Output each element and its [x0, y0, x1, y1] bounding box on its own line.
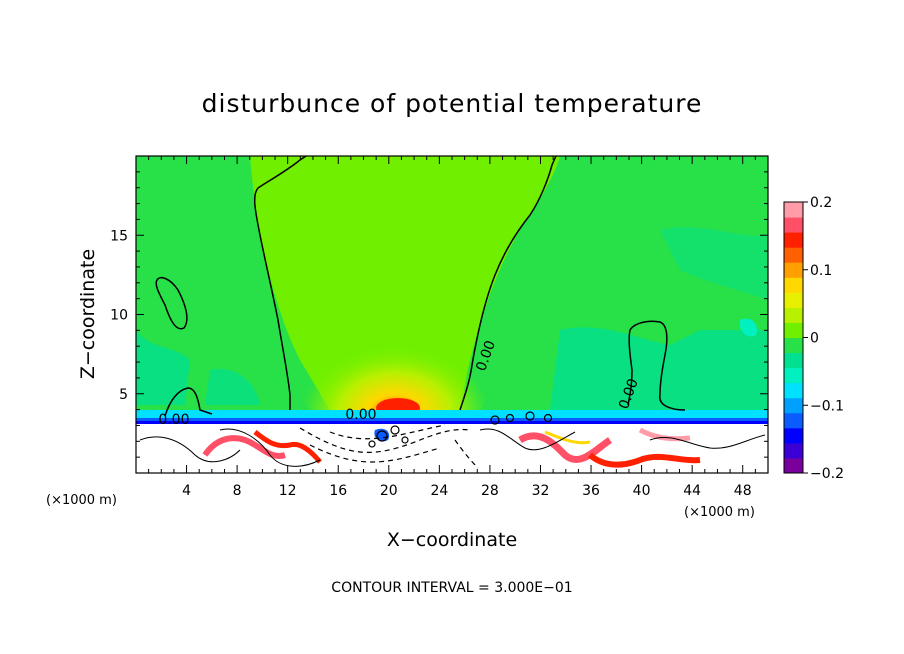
colorbar-swatch [784, 217, 803, 233]
colorbar-swatch [784, 277, 803, 293]
x-tick-label: 36 [582, 483, 600, 499]
chart-title: disturbunce of potential temperature [202, 89, 703, 118]
x-tick-label: 12 [279, 483, 297, 499]
lower-white-region [136, 424, 768, 473]
y-tick-label: 5 [119, 387, 128, 403]
boundary-band-darkblue [136, 421, 768, 424]
colorbar-swatch [784, 457, 803, 474]
x-tick-label: 40 [633, 483, 651, 499]
colorbar-swatch [784, 397, 803, 414]
x-tick-label: 28 [481, 483, 499, 499]
contour-label: 0.00 [158, 412, 189, 428]
boundary-band-cyan [136, 410, 768, 418]
colorbar-tick-label: 0.2 [810, 195, 832, 211]
colorbar-swatch [784, 337, 803, 354]
x-unit-label: (×1000 m) [684, 505, 755, 520]
y-tick-label: 15 [110, 228, 128, 244]
colorbar-swatch [784, 262, 803, 278]
right-cyan-patch [550, 327, 768, 410]
left-cyan-patch [136, 330, 190, 405]
y-axis-ticks: 5 10 15 [110, 171, 768, 458]
boundary-band-blue [136, 418, 768, 423]
contour-lower-dashed-1 [299, 427, 471, 453]
colorbar-swatch [784, 202, 803, 218]
x-tick-label: 16 [329, 483, 347, 499]
contour-left-small [155, 277, 188, 330]
x-tick-label: 20 [380, 483, 398, 499]
colorbar [784, 202, 803, 474]
contour-lower-solid-2 [219, 428, 321, 467]
x-tick-label: 4 [182, 483, 191, 499]
colorbar-tick-label: 0 [810, 331, 819, 347]
x-tick-label: 44 [683, 483, 701, 499]
lower-red-streak-2 [253, 430, 322, 464]
contour-right-plume [627, 320, 686, 411]
colorbar-swatch [784, 247, 803, 263]
lower-red-streak-1 [202, 435, 286, 459]
contour-lower-solid-3 [479, 428, 576, 451]
lower-red-streak-3 [518, 432, 613, 463]
contour-left-bump [164, 387, 213, 417]
colorbar-swatch [784, 412, 803, 429]
right-upper-cyan-patch [660, 227, 768, 300]
colorbar-tick-label: −0.2 [810, 466, 844, 482]
colorbar-swatch [784, 442, 803, 459]
contour-lower-solid-1 [139, 436, 241, 463]
colorbar-swatch [784, 352, 803, 369]
y-tick-label: 10 [110, 308, 128, 324]
colorbar-ticks: 0.2 0.1 0 −0.1 −0.2 [803, 195, 844, 482]
x-tick-label: 32 [532, 483, 550, 499]
contour-cluster-middle [368, 425, 409, 448]
lower-red-streak-4 [588, 452, 701, 468]
contour-label: 0.00 [345, 407, 376, 423]
contour-lower-dashed-4 [454, 439, 479, 469]
colorbar-swatch [784, 322, 803, 338]
contour-lower-solid-4 [649, 434, 766, 449]
colorbar-swatch [784, 427, 803, 444]
x-tick-label: 8 [233, 483, 242, 499]
x-tick-label: 48 [734, 483, 752, 499]
colorbar-swatch [784, 382, 803, 399]
x-axis-ticks: 4 8 12 16 20 24 28 32 36 40 44 48 [148, 156, 756, 499]
x-tick-label: 24 [430, 483, 448, 499]
colorbar-swatch [784, 292, 803, 308]
y-unit-label: (×1000 m) [46, 493, 117, 508]
x-axis-title: X−coordinate [387, 529, 517, 551]
colorbar-swatch [784, 307, 803, 323]
contour-zero-main [253, 156, 307, 410]
contour-zero-right [459, 156, 557, 411]
contour-cluster-right [490, 411, 553, 425]
y-axis-title: Z−coordinate [77, 249, 99, 379]
contour-lower-dashed-2 [309, 444, 441, 463]
colorbar-swatch [784, 367, 803, 384]
lower-yellow-streak [544, 430, 591, 445]
small-cyan-spot [739, 318, 758, 337]
plot-area [136, 156, 768, 473]
colorbar-tick-label: 0.1 [810, 263, 832, 279]
colorbar-tick-label: −0.1 [810, 398, 844, 414]
colorbar-swatch [784, 232, 803, 248]
left-cyan-patch-2 [205, 369, 260, 405]
contour-interval-note: CONTOUR INTERVAL = 3.000E−01 [331, 580, 572, 596]
